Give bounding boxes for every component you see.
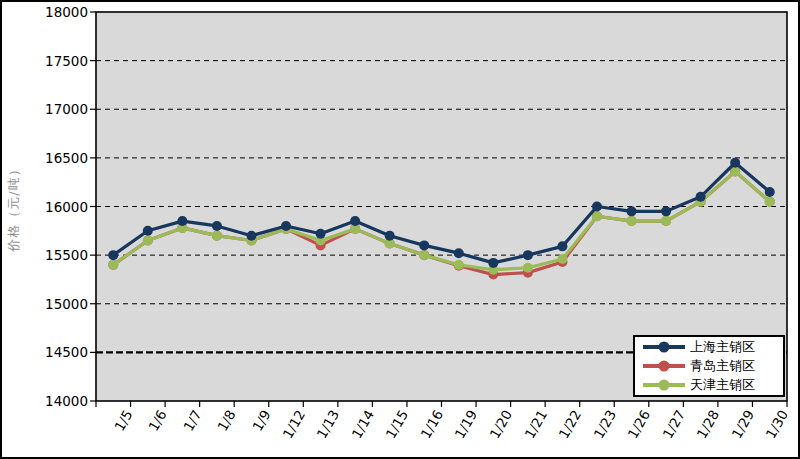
y-tick-label: 18000 xyxy=(26,3,88,21)
data-point-2-0 xyxy=(108,260,118,270)
data-point-0-3 xyxy=(212,221,222,231)
data-point-0-11 xyxy=(488,258,498,268)
data-point-2-19 xyxy=(765,197,775,207)
y-axis-title: 价格（元/吨） xyxy=(5,159,23,255)
legend-marker-icon xyxy=(643,379,685,391)
data-point-0-13 xyxy=(557,241,567,251)
data-point-0-18 xyxy=(730,158,740,168)
legend-label: 天津主销区 xyxy=(690,376,755,394)
data-point-0-7 xyxy=(350,216,360,226)
data-point-0-12 xyxy=(523,250,533,260)
legend-item-2: 天津主销区 xyxy=(635,376,783,394)
data-point-2-9 xyxy=(419,250,429,260)
data-point-0-8 xyxy=(385,231,395,241)
legend-label: 上海主销区 xyxy=(690,338,755,356)
y-tick-label: 16000 xyxy=(26,198,88,216)
data-point-0-6 xyxy=(316,229,326,239)
data-point-0-19 xyxy=(765,187,775,197)
data-point-0-5 xyxy=(281,221,291,231)
data-point-0-17 xyxy=(696,192,706,202)
data-point-0-10 xyxy=(454,248,464,258)
y-tick-label: 17000 xyxy=(26,100,88,118)
data-point-0-9 xyxy=(419,240,429,250)
data-point-0-15 xyxy=(627,206,637,216)
chart-frame: 价格（元/吨） 18000 17500 17000 16500 16000 15500 15… xyxy=(0,0,800,459)
data-point-2-12 xyxy=(523,263,533,273)
y-tick-label: 16500 xyxy=(26,149,88,167)
data-point-0-16 xyxy=(661,206,671,216)
y-tick-label: 14500 xyxy=(26,343,88,361)
legend: 上海主销区青岛主销区天津主销区 xyxy=(633,335,785,397)
y-tick-label: 15000 xyxy=(26,295,88,313)
data-point-2-10 xyxy=(454,260,464,270)
data-point-0-4 xyxy=(246,231,256,241)
legend-marker-icon xyxy=(643,360,685,372)
data-point-2-3 xyxy=(212,231,222,241)
data-point-2-15 xyxy=(627,216,637,226)
data-point-0-2 xyxy=(177,216,187,226)
legend-marker-icon xyxy=(643,341,685,353)
data-point-0-0 xyxy=(108,250,118,260)
legend-label: 青岛主销区 xyxy=(690,357,755,375)
data-point-2-13 xyxy=(557,254,567,264)
y-tick-label: 14000 xyxy=(26,392,88,410)
legend-item-0: 上海主销区 xyxy=(635,338,783,356)
data-point-0-14 xyxy=(592,202,602,212)
y-tick-label: 15500 xyxy=(26,246,88,264)
y-tick-label: 17500 xyxy=(26,52,88,70)
legend-item-1: 青岛主销区 xyxy=(635,357,783,375)
data-point-0-1 xyxy=(143,226,153,236)
data-point-2-1 xyxy=(143,236,153,246)
data-point-2-16 xyxy=(661,216,671,226)
